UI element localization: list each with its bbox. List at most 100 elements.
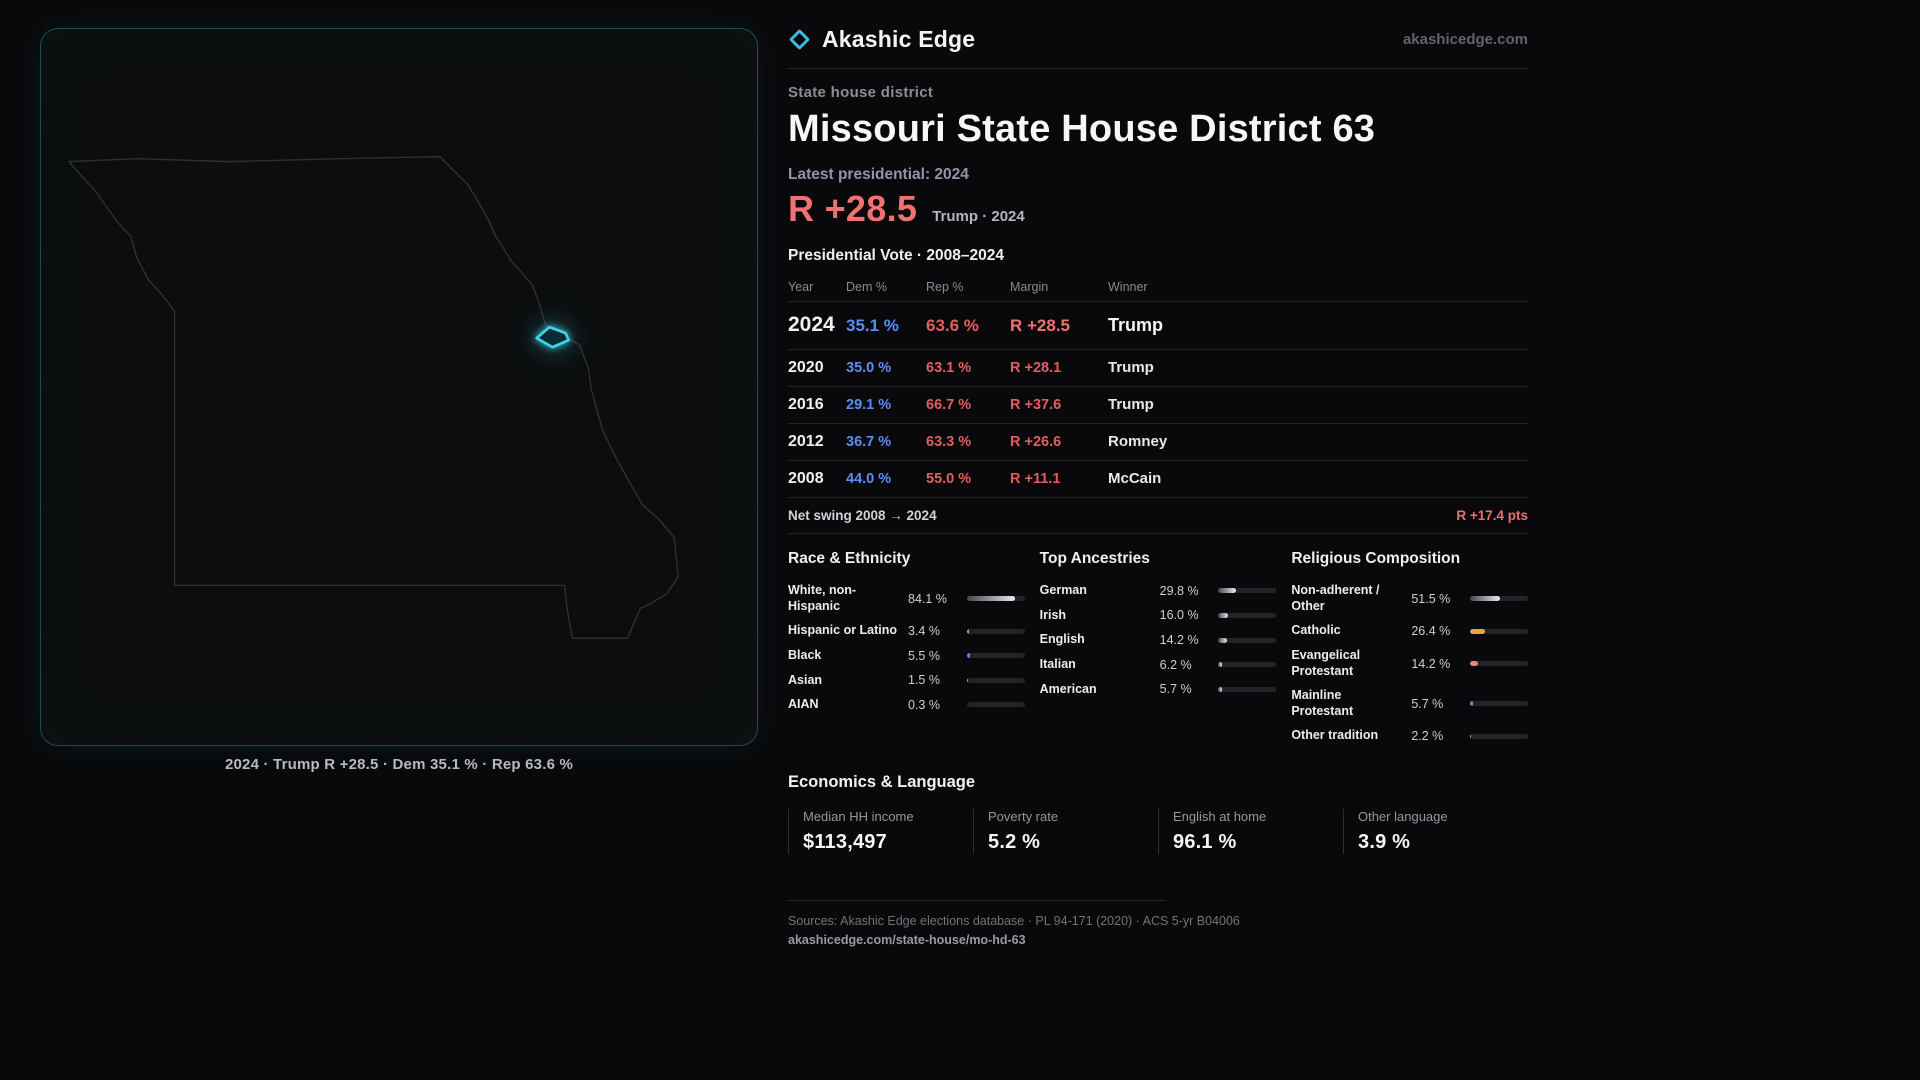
bar-track xyxy=(966,702,1025,708)
dem-pct: 35.1 % xyxy=(846,315,899,335)
demo-value: 3.4 % xyxy=(908,624,940,639)
presidential-vote-table: Year Dem % Rep % Margin Winner 2024 35.1… xyxy=(788,274,1528,534)
bar-fill xyxy=(1470,701,1474,707)
divider xyxy=(788,899,1166,901)
brand-header: Akashic Edge akashicedge.com xyxy=(788,26,1528,69)
dem-pct: 36.7 % xyxy=(846,433,892,450)
demo-label: White, non-Hispanic xyxy=(788,583,857,613)
bar-track xyxy=(966,653,1025,659)
bar-fill xyxy=(1470,596,1500,602)
demographics-section: Race & Ethnicity White, non-Hispanic 84.… xyxy=(788,550,1528,749)
demo-value: 0.3 % xyxy=(908,697,940,712)
demo-row: Hispanic or Latino 3.4 % xyxy=(788,619,1025,644)
rep-pct: 55.0 % xyxy=(926,470,972,487)
rep-pct: 63.6 % xyxy=(926,315,979,335)
margin: R +11.1 xyxy=(1010,470,1061,487)
demo-label: English xyxy=(1039,632,1085,647)
demo-value: 2.2 % xyxy=(1411,729,1444,744)
margin: R +37.6 xyxy=(1010,396,1062,413)
demo-row: English 14.2 % xyxy=(1040,628,1277,653)
demo-value: 14.2 % xyxy=(1411,656,1451,671)
stat-poverty-rate: Poverty rate 5.2 % xyxy=(973,808,1158,854)
stat-label: Other language xyxy=(1358,808,1448,824)
footer: Sources: Akashic Edge elections database… xyxy=(788,899,1528,949)
stat-label: Median HH income xyxy=(803,808,914,824)
latest-presidential-label: Latest presidential: 2024 xyxy=(788,165,969,183)
margin: R +28.1 xyxy=(1010,359,1062,376)
demo-label: Irish xyxy=(1039,607,1067,622)
bar-track xyxy=(1218,662,1277,668)
rep-pct: 63.1 % xyxy=(926,359,972,376)
bar-fill xyxy=(966,628,969,634)
bar-track xyxy=(966,677,1025,683)
demo-row: Mainline Protestant 5.7 % xyxy=(1291,684,1528,724)
demo-value: 5.7 % xyxy=(1159,682,1192,697)
diamond-logo-icon xyxy=(788,28,811,51)
net-swing-row: Net swing 2008 → 2024 R +17.4 pts xyxy=(788,498,1528,534)
demo-row: German 29.8 % xyxy=(1040,579,1277,604)
bar-fill xyxy=(1218,612,1228,618)
col-rep: Rep % xyxy=(926,279,964,294)
col-winner: Winner xyxy=(1108,279,1148,294)
demo-value: 16.0 % xyxy=(1159,608,1199,623)
stat-label: Poverty rate xyxy=(988,808,1059,824)
winner: Trump xyxy=(1108,395,1154,413)
net-swing-value: R +17.4 pts xyxy=(1456,507,1528,523)
demo-label: American xyxy=(1039,681,1097,696)
bar-track xyxy=(1218,686,1277,692)
rep-pct: 66.7 % xyxy=(926,396,972,413)
headline-margin-sub: Trump · 2024 xyxy=(932,207,1025,225)
top-ancestries-panel: Top Ancestries German 29.8 % Irish 16.0 … xyxy=(1040,550,1277,749)
content-column: Akashic Edge akashicedge.com State house… xyxy=(788,26,1528,949)
stat-other-language: Other language 3.9 % xyxy=(1343,808,1528,854)
stat-label: English at home xyxy=(1173,808,1267,824)
race-ethnicity-title: Race & Ethnicity xyxy=(788,549,911,567)
demo-label: Asian xyxy=(788,672,823,687)
bar-fill xyxy=(1470,661,1479,667)
col-margin: Margin xyxy=(1010,279,1049,294)
brand-domain-link[interactable]: akashicedge.com xyxy=(1402,31,1528,48)
vote-row-2008: 2008 44.0 % 55.0 % R +11.1 McCain xyxy=(788,461,1528,498)
bar-track xyxy=(1470,596,1528,602)
demo-row: Italian 6.2 % xyxy=(1040,652,1277,677)
demo-row: AIAN 0.3 % xyxy=(788,693,1025,718)
stat-english-at-home: English at home 96.1 % xyxy=(1158,808,1343,854)
bar-track xyxy=(1218,637,1277,643)
demo-value: 26.4 % xyxy=(1411,624,1451,639)
bar-track xyxy=(1470,733,1528,739)
winner: Romney xyxy=(1108,432,1168,450)
demo-label: Hispanic or Latino xyxy=(788,623,898,638)
demo-value: 5.5 % xyxy=(908,648,940,663)
year: 2020 xyxy=(788,358,824,376)
demo-row: Non-adherent / Other 51.5 % xyxy=(1291,579,1528,619)
brand: Akashic Edge xyxy=(788,26,975,53)
page-title: Missouri State House District 63 xyxy=(788,108,1376,150)
bar-track xyxy=(1218,588,1277,594)
religious-composition-title: Religious Composition xyxy=(1291,549,1461,567)
demo-label: Evangelical Protestant xyxy=(1291,647,1361,678)
bar-track xyxy=(1470,701,1528,707)
col-dem: Dem % xyxy=(846,279,887,294)
bar-fill xyxy=(1218,686,1222,692)
vote-row-2016: 2016 29.1 % 66.7 % R +37.6 Trump xyxy=(788,387,1528,424)
missouri-map xyxy=(68,155,679,639)
demo-value: 29.8 % xyxy=(1159,583,1199,598)
year: 2008 xyxy=(788,469,824,487)
demo-row: American 5.7 % xyxy=(1040,677,1277,702)
headline-margin-value: R +28.5 xyxy=(788,187,918,229)
bar-fill xyxy=(1218,662,1222,668)
vote-table-header: Year Dem % Rep % Margin Winner xyxy=(788,274,1528,302)
rep-pct: 63.3 % xyxy=(926,433,972,450)
year: 2024 xyxy=(788,312,835,336)
bar-fill xyxy=(966,677,968,683)
margin: R +28.5 xyxy=(1010,315,1071,335)
permalink[interactable]: akashicedge.com/state-house/mo-hd-63 xyxy=(788,932,1026,947)
demo-value: 84.1 % xyxy=(908,591,947,606)
bar-track xyxy=(1470,628,1528,634)
dem-pct: 35.0 % xyxy=(846,359,892,376)
demo-row: Asian 1.5 % xyxy=(788,668,1025,693)
missouri-state-outline xyxy=(68,155,679,639)
bar-fill xyxy=(966,596,1016,602)
state-map-panel xyxy=(40,28,758,746)
